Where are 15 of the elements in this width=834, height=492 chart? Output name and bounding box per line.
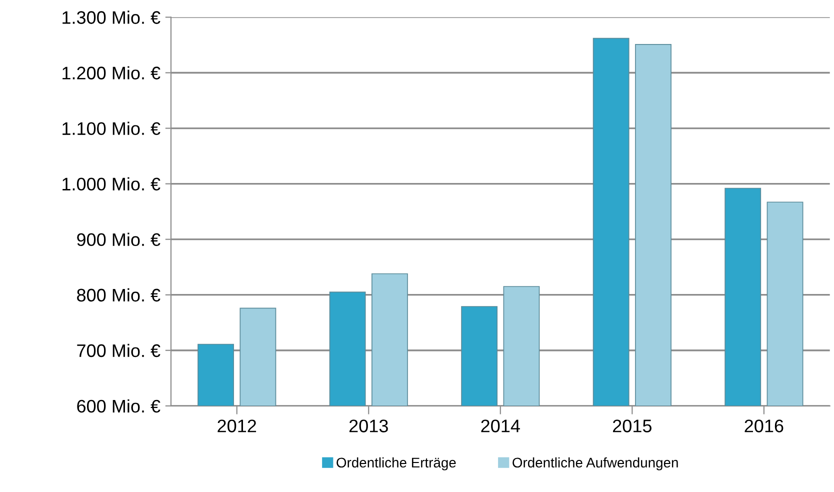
y-tick-label: 700 Mio. € bbox=[77, 344, 160, 358]
y-tick-label: 1.200 Mio. € bbox=[62, 66, 160, 80]
x-tick-label: 2016 bbox=[744, 420, 784, 432]
y-tick-label: 800 Mio. € bbox=[77, 288, 160, 302]
y-tick-label: 1.000 Mio. € bbox=[62, 177, 160, 191]
y-tick-label: 900 Mio. € bbox=[77, 232, 160, 246]
legend-label: Ordentliche Erträge bbox=[336, 457, 456, 470]
legend-label: Ordentliche Aufwendungen bbox=[512, 457, 678, 470]
y-tick-label: 1.300 Mio. € bbox=[62, 10, 160, 24]
y-tick-label: 600 Mio. € bbox=[77, 399, 160, 413]
x-tick-label: 2014 bbox=[481, 420, 520, 432]
x-tick-label: 2015 bbox=[613, 420, 652, 432]
x-tick-label: 2012 bbox=[218, 420, 256, 432]
x-tick-label: 2013 bbox=[349, 420, 388, 432]
y-tick-label: 1.100 Mio. € bbox=[62, 122, 160, 135]
